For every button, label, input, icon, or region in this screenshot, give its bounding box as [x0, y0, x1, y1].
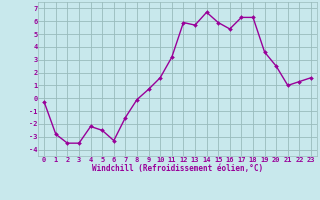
- X-axis label: Windchill (Refroidissement éolien,°C): Windchill (Refroidissement éolien,°C): [92, 164, 263, 173]
